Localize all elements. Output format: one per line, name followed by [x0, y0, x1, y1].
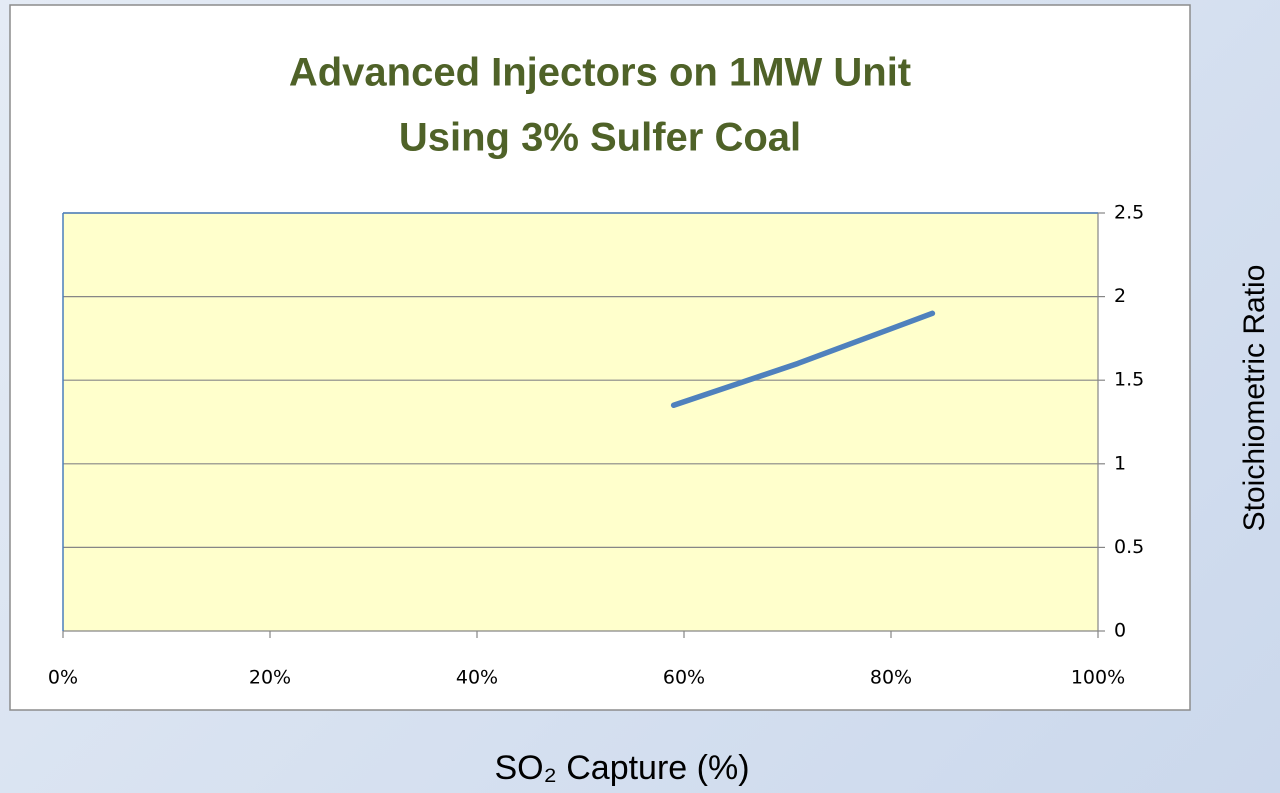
y-tick-label: 2.5 [1114, 202, 1144, 224]
y-tick-label: 1 [1114, 452, 1126, 474]
plot-area [63, 213, 1098, 631]
x-tick-label: 0% [48, 667, 78, 689]
y-tick-label: 2 [1114, 285, 1126, 307]
x-axis-label: SO₂ Capture (%) [494, 749, 749, 787]
y-tick-label: 0.5 [1114, 536, 1144, 558]
x-tick-label: 40% [456, 667, 498, 689]
data-line [670, 310, 936, 409]
y-tick-label: 0 [1114, 620, 1126, 642]
chart-title: Advanced Injectors on 1MW Unit [289, 51, 911, 95]
x-tick-label: 60% [663, 667, 705, 689]
x-tick-label: 20% [249, 667, 291, 689]
y-tick-label: 1.5 [1114, 369, 1144, 391]
chart-title: Using 3% Sulfer Coal [399, 116, 801, 160]
x-tick-label: 100% [1071, 667, 1125, 689]
x-tick-label: 80% [870, 667, 912, 689]
y-axis-label: Stoichiometric Ratio [1238, 265, 1271, 532]
